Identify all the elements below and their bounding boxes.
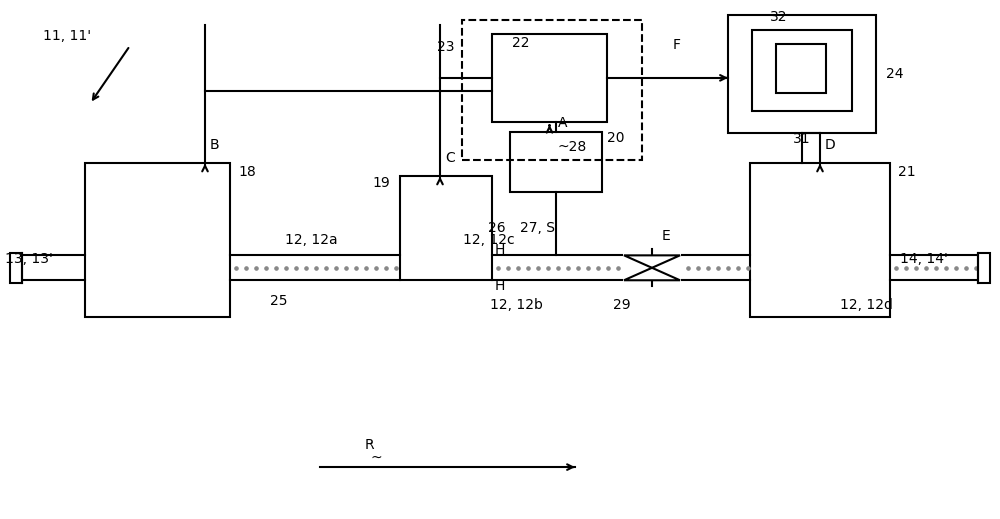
Text: E: E <box>662 229 671 243</box>
Bar <box>85 163 230 317</box>
Text: 18: 18 <box>238 166 256 180</box>
Text: B: B <box>210 138 220 152</box>
Text: H: H <box>495 243 505 257</box>
Text: ~28: ~28 <box>558 140 587 154</box>
Bar <box>978 253 990 283</box>
Text: 11, 11': 11, 11' <box>43 30 91 44</box>
Text: 12, 12d: 12, 12d <box>840 298 893 312</box>
Polygon shape <box>624 268 680 280</box>
Text: 31: 31 <box>793 132 811 146</box>
Text: ~: ~ <box>370 451 382 465</box>
Polygon shape <box>624 255 680 268</box>
Bar <box>776 44 826 93</box>
Bar <box>728 15 876 133</box>
Bar <box>492 34 607 122</box>
Text: 12, 12b: 12, 12b <box>490 298 543 312</box>
Text: 23: 23 <box>437 40 454 54</box>
Text: 13, 13': 13, 13' <box>5 252 53 266</box>
Text: 26: 26 <box>488 221 506 235</box>
Text: 27, S: 27, S <box>520 221 555 235</box>
Text: 25: 25 <box>270 294 288 308</box>
Bar <box>510 132 602 192</box>
Text: 22: 22 <box>512 36 530 50</box>
Text: 19: 19 <box>372 176 390 190</box>
Text: 12, 12c: 12, 12c <box>463 233 515 247</box>
Bar <box>750 163 890 317</box>
Text: D: D <box>825 138 836 152</box>
Text: 20: 20 <box>607 131 624 145</box>
Text: 21: 21 <box>898 166 916 180</box>
Bar <box>10 253 22 283</box>
Text: H: H <box>495 279 505 293</box>
Text: 24: 24 <box>886 67 904 80</box>
Text: A: A <box>558 116 567 130</box>
Text: 29: 29 <box>613 298 631 312</box>
Bar <box>462 20 642 160</box>
Text: R: R <box>365 438 375 452</box>
Text: 32: 32 <box>770 10 788 24</box>
Text: 14, 14': 14, 14' <box>900 252 948 266</box>
Bar <box>400 176 492 280</box>
Text: F: F <box>672 38 680 52</box>
Bar <box>752 30 852 111</box>
Text: C: C <box>445 151 455 165</box>
Text: 12, 12a: 12, 12a <box>285 233 338 247</box>
